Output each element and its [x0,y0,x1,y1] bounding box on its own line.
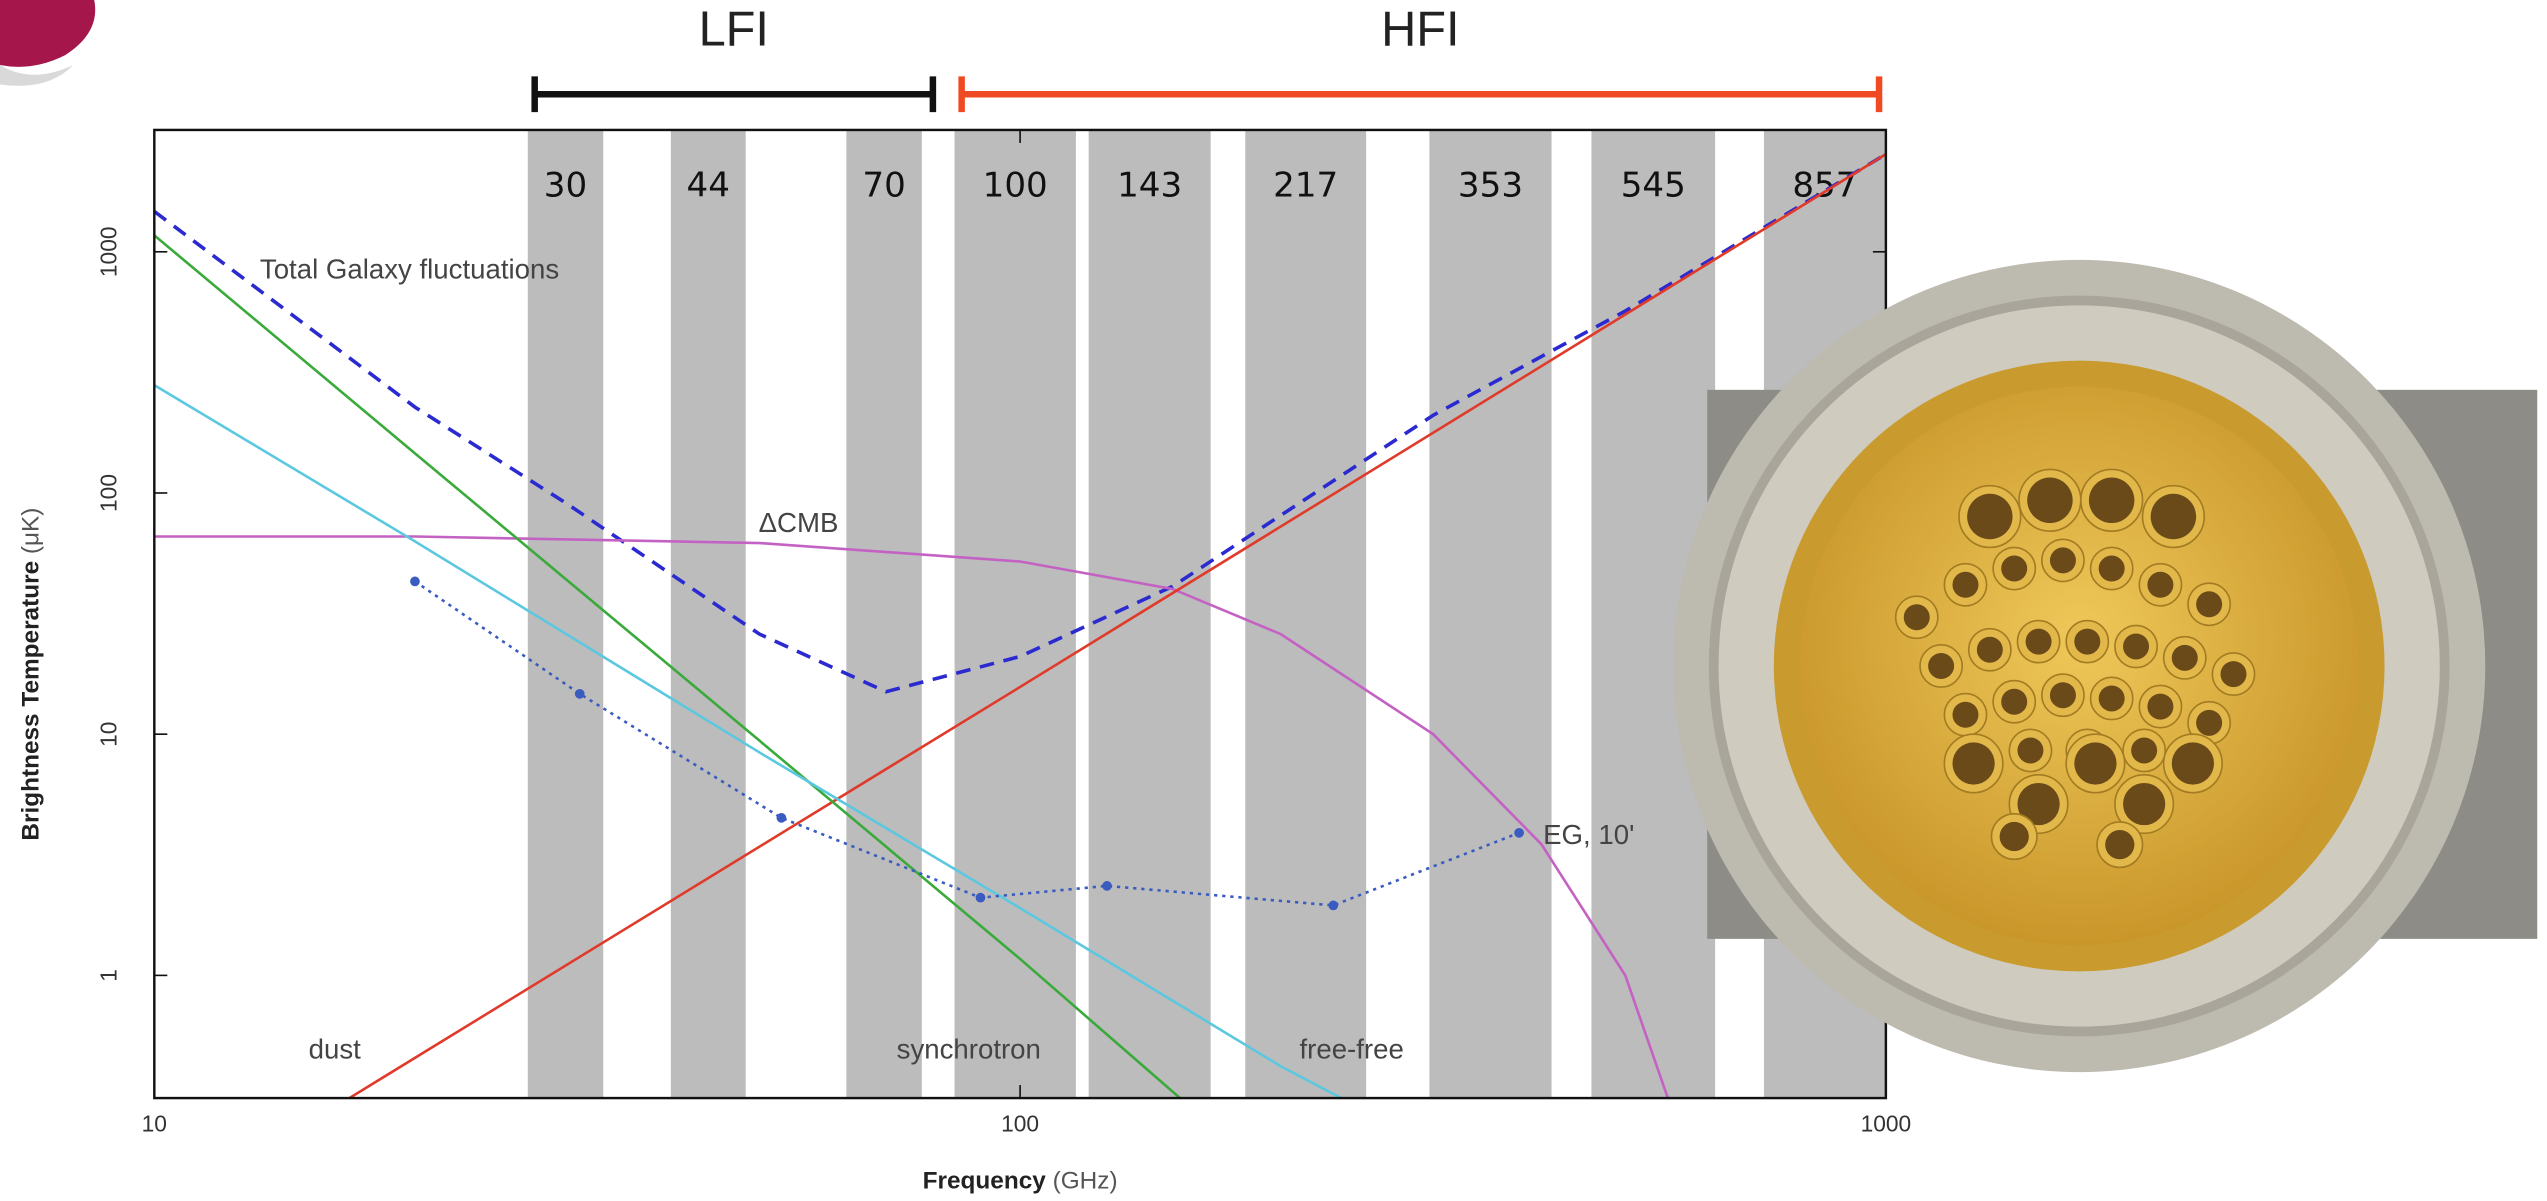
horn-aperture [2172,742,2214,784]
horn-aperture [2074,742,2116,784]
horn-aperture [2172,645,2198,671]
series-marker [575,689,585,699]
x-axis-label: Frequency (GHz) [923,1168,1118,1195]
chart: 30 44 70 100 143 217 353 545 857 LFI HFI 10 100 1000… [0,0,2547,1201]
band-label: 217 [1273,165,1338,205]
horn-aperture [1928,653,1954,679]
logo [0,0,95,86]
horn-aperture [2123,634,2149,660]
horn-aperture [2131,737,2157,763]
horn-aperture [2027,478,2072,523]
series-marker [1328,901,1338,911]
band-label: 857 [1792,165,1857,205]
y-axis-title: Brightness Temperature [18,561,45,841]
frequency-band [846,130,921,1098]
band-label: 44 [687,165,730,205]
horn-aperture [2105,830,2134,859]
curve-label: free-free [1299,1033,1403,1064]
x-axis-unit: (GHz) [1053,1168,1118,1195]
horn-aperture [2001,556,2027,582]
horn-aperture [2089,478,2134,523]
frequency-band [1429,130,1551,1098]
y-tick-label: 1000 [95,227,121,278]
horn-aperture [1977,637,2003,663]
curve-label: EG, 10' [1543,819,1634,850]
chart-body: 30 44 70 100 143 217 353 545 857 LFI HFI 10 100 1000… [0,0,2537,1195]
y-tick-label: 1 [95,969,121,982]
photo-plate [1800,387,2359,946]
horn-aperture [1952,572,1978,598]
x-tick-label: 1000 [1861,1111,1912,1137]
horn-aperture [2196,591,2222,617]
horn-aperture [1952,742,1994,784]
horn-aperture [2221,661,2247,687]
band-label: 30 [544,165,587,205]
horn-aperture [2123,783,2165,825]
horn-aperture [1967,494,2012,539]
series-marker [777,813,787,823]
horn-aperture [2147,572,2173,598]
focal-plane-photo [1673,260,2537,1072]
frequency-band [1089,130,1211,1098]
x-tick-label: 10 [142,1111,167,1137]
curve-label: Total Galaxy fluctuations [260,254,559,285]
horn-aperture [2074,629,2100,655]
frequency-band [955,130,1076,1098]
horn-aperture [2050,682,2076,708]
x-axis-title: Frequency [923,1168,1047,1195]
horn-aperture [2196,710,2222,736]
horn-aperture [2001,689,2027,715]
y-tick-label: 10 [95,722,121,747]
horn-aperture [2026,629,2052,655]
horn-aperture [2000,822,2029,851]
band-label: 545 [1621,165,1686,205]
band-label: 100 [983,165,1048,205]
y-axis-label: Brightness Temperature (μK) [18,508,45,841]
y-tick-label: 100 [95,474,121,512]
horn-aperture [2099,556,2125,582]
horn-aperture [2147,694,2173,720]
instrument-label: HFI [1381,2,1459,56]
page: {"chart_data": { "type": "line", "x_labe… [0,0,2547,1201]
horn-aperture [1952,702,1978,728]
series-marker [1514,828,1524,838]
horn-aperture [2151,494,2196,539]
curve-label: dust [309,1033,362,1064]
horn-aperture [2017,737,2043,763]
horn-aperture [2050,547,2076,573]
curve-label: synchrotron [897,1033,1041,1064]
series-marker [410,577,420,587]
horn-aperture [2099,685,2125,711]
series-marker [1102,881,1112,891]
band-label: 353 [1458,165,1523,205]
frequency-band [671,130,746,1098]
frequency-band [1245,130,1366,1098]
x-tick-label: 100 [1001,1111,1039,1137]
horn-aperture [1904,604,1930,630]
band-label: 70 [862,165,905,205]
series-marker [976,893,986,903]
curve-label: ΔCMB [759,507,839,538]
band-label: 143 [1117,165,1182,205]
y-axis-unit: (μK) [18,508,45,555]
instrument-label: LFI [699,2,769,56]
